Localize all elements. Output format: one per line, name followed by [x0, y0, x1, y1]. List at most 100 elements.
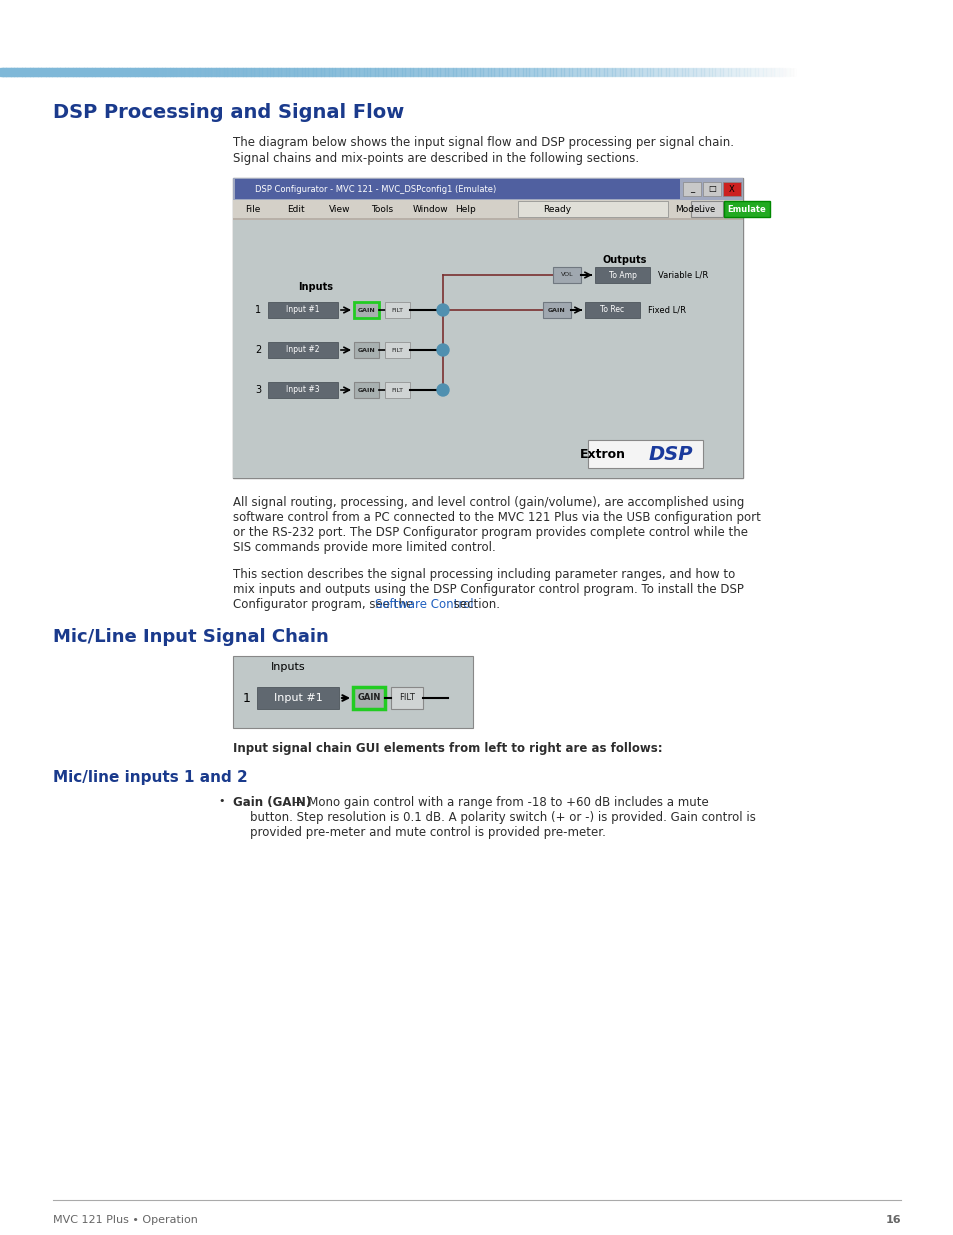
Bar [397, 68, 399, 77]
Bar [639, 68, 641, 77]
Bar [669, 68, 671, 77]
Bar [531, 68, 533, 77]
Bar [767, 68, 770, 77]
Bar [624, 68, 627, 77]
Bar [542, 303, 571, 317]
Bar [594, 68, 597, 77]
Bar [81, 68, 84, 77]
Bar [893, 68, 895, 77]
Bar [727, 68, 730, 77]
Bar [943, 68, 946, 77]
Bar [345, 68, 347, 77]
Bar [522, 68, 525, 77]
Bar [769, 68, 771, 77]
Bar [8, 68, 10, 77]
Bar [870, 68, 873, 77]
Bar [319, 68, 322, 77]
Bar [805, 68, 808, 77]
Bar [812, 68, 814, 77]
Bar [801, 68, 803, 77]
Bar [353, 68, 355, 77]
Bar [98, 68, 101, 77]
Bar [512, 68, 514, 77]
Bar [335, 68, 337, 77]
Bar [779, 68, 781, 77]
Text: FILT: FILT [391, 388, 403, 393]
Text: provided pre-meter and mute control is provided pre-meter.: provided pre-meter and mute control is p… [250, 826, 605, 839]
Bar [915, 68, 918, 77]
Bar [441, 68, 444, 77]
Bar [417, 68, 420, 77]
Text: button. Step resolution is 0.1 dB. A polarity switch (+ or -) is provided. Gain : button. Step resolution is 0.1 dB. A pol… [250, 811, 755, 824]
Bar [186, 68, 189, 77]
Bar [436, 68, 439, 77]
Bar [100, 68, 103, 77]
Bar [810, 68, 813, 77]
Bar [57, 68, 60, 77]
Bar [491, 68, 494, 77]
Bar [739, 68, 741, 77]
Bar [721, 68, 723, 77]
Bar [839, 68, 841, 77]
Bar [564, 68, 566, 77]
Bar [407, 68, 409, 77]
Bar [848, 68, 851, 77]
Bar [445, 68, 447, 77]
Bar [121, 68, 123, 77]
Bar [355, 68, 358, 77]
Bar [457, 68, 460, 77]
Bar [254, 68, 256, 77]
Bar [117, 68, 120, 77]
Bar [114, 68, 117, 77]
Bar [300, 68, 303, 77]
Text: GAIN: GAIN [357, 694, 380, 703]
Bar [729, 68, 732, 77]
Bar [216, 68, 218, 77]
Bar [162, 68, 165, 77]
Bar [97, 68, 99, 77]
Bar [646, 68, 649, 77]
Bar [813, 68, 816, 77]
Bar [450, 68, 452, 77]
Bar [772, 68, 775, 77]
Bar [233, 178, 742, 200]
Bar [424, 68, 427, 77]
Bar [543, 68, 546, 77]
Bar [440, 68, 442, 77]
Bar [737, 68, 740, 77]
Bar [432, 68, 435, 77]
Text: 1: 1 [254, 305, 261, 315]
Bar [176, 68, 179, 77]
Bar [308, 68, 311, 77]
Bar [236, 68, 239, 77]
Bar [395, 68, 398, 77]
Bar [169, 68, 171, 77]
Bar [131, 68, 132, 77]
Bar [731, 68, 733, 77]
Bar [493, 68, 495, 77]
Bar [760, 68, 763, 77]
Bar [569, 68, 571, 77]
Bar [54, 68, 56, 77]
Bar [24, 68, 27, 77]
Bar [889, 68, 892, 77]
Bar [172, 68, 174, 77]
Bar [664, 68, 666, 77]
Text: •: • [218, 797, 224, 806]
Bar [270, 68, 273, 77]
Bar [298, 68, 301, 77]
Bar [224, 68, 227, 77]
Bar [613, 68, 616, 77]
Bar [455, 68, 456, 77]
Bar [314, 68, 317, 77]
Bar [821, 68, 823, 77]
Text: Ready: Ready [542, 205, 571, 214]
Bar [233, 219, 742, 220]
Text: Live: Live [698, 205, 715, 214]
Bar [379, 68, 382, 77]
Text: GAIN: GAIN [548, 308, 565, 312]
Bar [132, 68, 134, 77]
Bar [212, 68, 213, 77]
Bar [478, 68, 480, 77]
Bar [208, 68, 211, 77]
